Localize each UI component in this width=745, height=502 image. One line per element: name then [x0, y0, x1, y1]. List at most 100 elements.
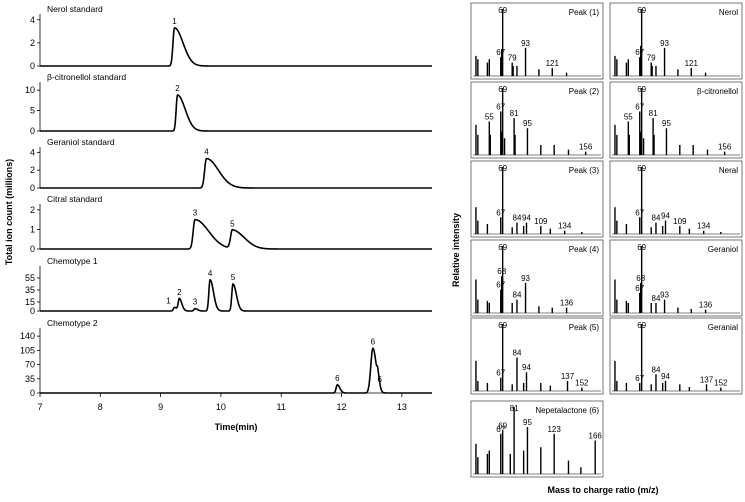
spectrum-title: Nepetalactone (6): [535, 406, 599, 415]
chromatogram-title: β-citronellol standard: [47, 72, 126, 82]
mz-label: 152: [714, 379, 728, 388]
spectrum-title: Peak (5): [569, 323, 600, 332]
mz-label: 67: [635, 374, 644, 383]
mz-label: 84: [652, 294, 661, 303]
mz-label: 79: [647, 54, 656, 63]
spectrum-title: β-citronellol: [697, 87, 738, 96]
mz-label: 136: [699, 301, 713, 310]
mz-label: 67: [496, 48, 505, 57]
peak-label: 1: [166, 296, 171, 305]
chromatogram-trace: [40, 94, 432, 132]
x-tick-label: 7: [37, 402, 42, 412]
mz-label: 137: [561, 372, 575, 381]
y-tick-label: 2: [30, 205, 35, 215]
y-tick-label: 4: [30, 147, 35, 157]
mz-label: 121: [546, 59, 560, 68]
spectrum-title: Peak (4): [569, 245, 600, 254]
mz-label: 79: [508, 54, 517, 63]
mz-label: 81: [649, 109, 658, 118]
spectrum-frame: [470, 2, 604, 80]
mz-label: 84: [652, 214, 661, 223]
mz-label: 93: [660, 291, 669, 300]
spectrum-frame: [609, 239, 743, 317]
mz-label: 166: [589, 432, 603, 441]
chromatogram-trace: [40, 278, 432, 312]
chromatogram-title: Geraniol standard: [47, 137, 115, 147]
chromatogram-title: Citral standard: [47, 194, 103, 204]
y-tick-label: 0: [30, 306, 35, 316]
mz-label: 84: [513, 214, 522, 223]
mz-label: 69: [637, 6, 646, 15]
mz-label: 109: [534, 217, 548, 226]
spectrum-title: Peak (1): [569, 8, 600, 17]
mz-label: 93: [521, 39, 530, 48]
mz-label: 136: [560, 299, 574, 308]
y-tick-label: 2: [30, 165, 35, 175]
mz-label: 69: [498, 85, 507, 94]
mz-label: 84: [513, 349, 522, 358]
spectrum-frame: [609, 81, 743, 159]
x-axis-title: Time(min): [215, 422, 258, 432]
x-tick-label: 13: [397, 402, 407, 412]
mz-label: 93: [521, 274, 530, 283]
x-tick-label: 8: [98, 402, 103, 412]
mz-label: 68: [636, 274, 645, 283]
mz-label: 68: [497, 267, 506, 276]
mz-label: 137: [700, 375, 714, 384]
y-tick-label: 0: [30, 126, 35, 136]
mz-label: 69: [498, 421, 507, 430]
mz-label: 55: [624, 113, 633, 122]
mz-label: 69: [637, 85, 646, 94]
mz-label: 152: [575, 379, 589, 388]
mz-label: 69: [498, 6, 507, 15]
peak-label: 5: [230, 219, 235, 228]
peak-label: 3: [193, 209, 198, 218]
x-tick-label: 9: [158, 402, 163, 412]
spectrum-frame: [470, 239, 604, 317]
peak-label: 5: [231, 273, 236, 282]
spectrum-frame: [609, 160, 743, 238]
mz-label: 69: [498, 164, 507, 173]
y-tick-label: 10: [25, 85, 35, 95]
mz-label: 93: [660, 39, 669, 48]
chromatogram-trace: [40, 157, 432, 189]
chromatogram-trace: [40, 27, 432, 67]
mz-label: 67: [496, 281, 505, 290]
mz-label: 156: [579, 143, 593, 152]
y-tick-label: 4: [30, 15, 35, 25]
mz-label: 95: [523, 119, 532, 128]
y-tick-label: 35: [25, 374, 35, 384]
peak-label: 6: [371, 337, 376, 346]
mz-label: 156: [718, 143, 732, 152]
mz-label: 134: [558, 222, 572, 231]
y-tick-label: 0: [30, 183, 35, 193]
peak-label: 4: [204, 148, 209, 157]
mz-label: 67: [496, 208, 505, 217]
spectrum-title: Nerol: [719, 8, 738, 17]
spectrum-frame: [470, 160, 604, 238]
mz-label: 67: [496, 369, 505, 378]
mz-label: 81: [510, 109, 519, 118]
mz-label: 109: [673, 217, 687, 226]
x-tick-label: 12: [337, 402, 347, 412]
mz-label: 123: [547, 425, 561, 434]
mz-label: 94: [661, 372, 670, 381]
peak-label: 3: [193, 298, 198, 307]
y-tick-label: 55: [25, 273, 35, 283]
y-tick-label: 0: [30, 61, 35, 71]
spectrum-title: Peak (2): [569, 87, 600, 96]
spectrum-title: Neral: [719, 166, 738, 175]
mz-label: 121: [685, 59, 699, 68]
spectrum-frame: [470, 400, 604, 478]
mz-label: 84: [513, 291, 522, 300]
mz-label: 81: [510, 404, 519, 413]
mz-label: 67: [635, 208, 644, 217]
chromatogram-trace: [40, 218, 432, 250]
chromatogram-title: Chemotype 2: [47, 318, 98, 328]
y-tick-label: 5: [30, 106, 35, 116]
peak-label: 1: [172, 17, 177, 26]
mz-label: 94: [522, 214, 531, 223]
mz-label: 94: [522, 363, 531, 372]
mz-label: 67: [496, 102, 505, 111]
